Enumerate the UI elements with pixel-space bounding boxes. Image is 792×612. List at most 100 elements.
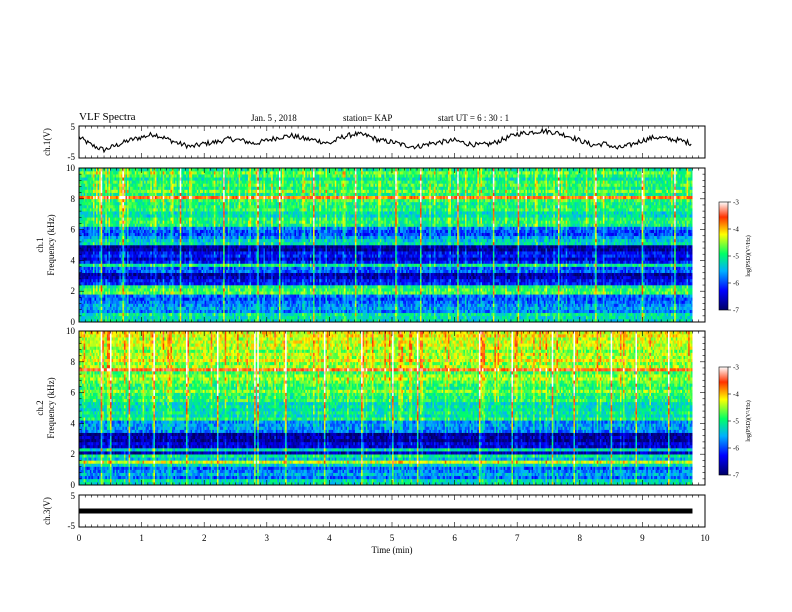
spectrogram-cell (176, 263, 179, 267)
spectrogram-cell (99, 168, 101, 172)
spectrogram-cell (185, 168, 188, 172)
spectrogram-cell (128, 275, 131, 280)
spectrogram-cell (150, 204, 153, 209)
spectrogram-cell (133, 285, 136, 289)
spectrogram-cell (94, 177, 97, 181)
spectrogram-cell (137, 220, 140, 224)
spectrogram-cell (159, 288, 162, 292)
spectrogram-cell (176, 303, 179, 307)
spectrogram-cell (172, 186, 174, 190)
spectrogram-cell (178, 312, 181, 317)
spectrogram-cell (165, 180, 168, 184)
spectrogram-cell (130, 281, 132, 286)
spectrogram-cell (175, 217, 177, 221)
spectrogram-cell (196, 254, 199, 258)
spectrogram-cell (97, 257, 100, 261)
spectrogram-cell (153, 192, 156, 197)
spectrogram-cell (196, 208, 199, 212)
spectrogram-cell (209, 223, 212, 227)
spectrogram-cell (119, 211, 122, 215)
date-label: Jan. 5 , 2018 (251, 113, 297, 123)
spectrogram-cell (148, 198, 151, 203)
spectrogram-cell (165, 226, 168, 230)
spectrogram-cell (150, 254, 153, 258)
spectrogram-cell (209, 285, 212, 289)
spectrogram-cell (144, 254, 146, 258)
spectrogram-cell (161, 248, 163, 252)
spectrogram-cell (136, 168, 139, 172)
spectrogram-cell (215, 186, 218, 190)
spectrogram-cell (134, 251, 137, 255)
spectrogram-cell (212, 204, 215, 209)
spectrogram-cell (130, 214, 132, 218)
spectrogram-cell (114, 309, 117, 314)
spectrogram-cell (210, 303, 213, 307)
spectrogram-cell (120, 198, 123, 203)
spectrogram-cell (184, 263, 187, 267)
spectrogram-cell (193, 235, 196, 240)
spectrogram-cell (97, 269, 100, 274)
spectrogram-cell (206, 214, 208, 218)
spectrogram-cell (218, 245, 221, 249)
spectrogram-cell (113, 263, 115, 267)
spectrogram-cell (153, 257, 156, 261)
spectrogram-cell (168, 281, 171, 286)
spectrogram-cell (172, 248, 174, 252)
spectrogram-cell (153, 183, 156, 187)
spectrogram-cell (182, 288, 185, 292)
spectrogram-cell (144, 204, 146, 209)
spectrogram-cell (185, 235, 188, 240)
spectrogram-cell (92, 257, 95, 261)
spectrogram-cell (133, 318, 136, 322)
spectrogram-cell (159, 297, 162, 301)
spectrogram-cell (114, 306, 117, 310)
spectrogram-cell (175, 318, 177, 322)
spectrogram-cell (220, 214, 222, 218)
spectrogram-cell (184, 281, 187, 286)
spectrogram-cell (159, 263, 162, 267)
spectrogram-cell (201, 208, 204, 212)
spectrogram-cell (173, 266, 176, 270)
spectrogram-cell (195, 189, 198, 193)
spectrogram-cell (201, 245, 204, 249)
spectrogram-cell (207, 275, 210, 280)
spectrogram-cell (119, 297, 122, 301)
spectrogram-cell (165, 288, 168, 292)
spectrogram-cell (195, 220, 198, 224)
spectrogram-cell (213, 312, 216, 317)
spectrogram-cell (158, 318, 160, 322)
spectrogram-cell (215, 251, 218, 255)
spectrogram-cell (88, 238, 91, 243)
spectrogram-cell (113, 291, 115, 295)
spectrogram-cell (161, 232, 163, 237)
spectrogram-cell (91, 201, 94, 206)
spectrogram-cell (156, 294, 159, 298)
spectrogram-cell (89, 257, 92, 261)
spectrogram-cell (221, 171, 224, 175)
spectrogram-cell (161, 312, 163, 317)
spectrogram-cell (210, 174, 213, 178)
spectrogram-cell (153, 232, 156, 237)
spectrogram-cell (86, 309, 89, 314)
spectrogram-cell (102, 235, 105, 240)
spectrogram-cell (178, 272, 181, 277)
spectrogram-cell (187, 189, 190, 193)
spectrogram-cell (114, 177, 117, 181)
spectrogram-cell (97, 195, 100, 200)
spectrogram-cell (85, 180, 88, 184)
spectrogram-cell (223, 318, 225, 322)
spectrogram-cell (192, 174, 194, 178)
spectrogram-cell (111, 272, 114, 277)
spectrogram-cell (175, 195, 177, 200)
spectrogram-cell (92, 214, 95, 218)
spectrogram-cell (122, 275, 125, 280)
spectrogram-cell (130, 183, 132, 187)
spectrogram-cell (137, 251, 140, 255)
spectrogram-cell (136, 245, 139, 249)
spectrogram-cell (161, 201, 163, 206)
spectrogram-cell (215, 214, 218, 218)
spectrogram-cell (83, 254, 86, 258)
spectrogram-cell (134, 189, 137, 193)
spectrogram-cell (216, 220, 219, 224)
spectrogram-cell (173, 257, 176, 261)
